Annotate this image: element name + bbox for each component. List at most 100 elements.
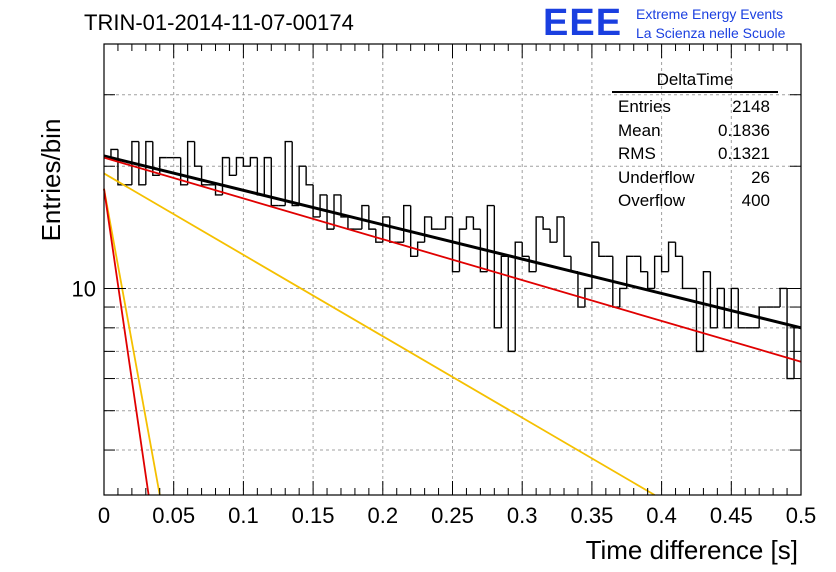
histogram-bin bbox=[619, 287, 627, 308]
histogram-bin bbox=[305, 166, 314, 186]
stats-key: Mean bbox=[618, 120, 661, 140]
histogram-bin bbox=[284, 140, 293, 206]
x-tick-label: 0.5 bbox=[786, 503, 817, 528]
stats-key: RMS bbox=[618, 144, 656, 163]
histogram-bin bbox=[179, 157, 188, 186]
histogram-bin bbox=[716, 287, 725, 328]
histogram-bin bbox=[570, 256, 578, 273]
histogram-bin bbox=[228, 157, 237, 176]
x-tick-label: 0.05 bbox=[152, 503, 195, 528]
histogram-bin bbox=[507, 256, 516, 353]
axes: 0 0.05 0.1 0.15 0.2 0.25 0.3 0.35 0.4 0.45 0.5 10 bbox=[72, 43, 817, 528]
histogram-bin bbox=[730, 287, 739, 328]
histogram-bin bbox=[444, 216, 453, 230]
histogram-bin bbox=[193, 141, 202, 167]
stats-value: 26 bbox=[751, 167, 770, 187]
histogram-bin bbox=[368, 205, 376, 230]
stats-value: 0.1836 bbox=[718, 120, 770, 140]
histogram-bin bbox=[793, 327, 801, 379]
histogram-bin bbox=[667, 241, 676, 272]
histogram-bin bbox=[221, 156, 230, 195]
stats-key: Overflow bbox=[618, 191, 686, 210]
x-tick-label: 0.45 bbox=[710, 503, 753, 528]
x-tick-label: 0.2 bbox=[368, 503, 399, 528]
histogram-bin bbox=[702, 270, 711, 352]
fit-lines-layer bbox=[103, 154, 802, 496]
x-tick-label: 0.35 bbox=[570, 503, 613, 528]
histogram-bin bbox=[563, 216, 571, 258]
histogram-bin bbox=[514, 241, 523, 352]
histogram-bin bbox=[110, 148, 118, 158]
histogram-bin bbox=[758, 306, 767, 328]
fit-line-yellow bbox=[103, 172, 656, 496]
histogram-bin bbox=[660, 256, 669, 273]
histogram-bin bbox=[423, 216, 432, 243]
histogram-bin bbox=[375, 229, 383, 243]
histogram-bin bbox=[242, 157, 251, 167]
histogram-bin bbox=[646, 271, 655, 290]
x-tick-label: 0.1 bbox=[228, 503, 259, 528]
fit-line-red bbox=[103, 188, 150, 496]
x-tick-label: 0.25 bbox=[431, 503, 474, 528]
histogram-bin bbox=[472, 216, 481, 230]
stats-title: DeltaTime bbox=[612, 70, 778, 93]
histogram-bin bbox=[361, 204, 369, 230]
stats-row: Overflow 400 bbox=[612, 189, 778, 213]
histogram-bin bbox=[235, 156, 244, 176]
histogram-bin bbox=[723, 288, 732, 329]
histogram-bin bbox=[152, 141, 160, 176]
histogram-bin bbox=[145, 140, 153, 185]
fit-line-yellow bbox=[103, 188, 161, 496]
histogram-bin bbox=[577, 271, 585, 308]
x-tick-label: 0 bbox=[98, 503, 110, 528]
histogram-bin bbox=[535, 216, 544, 272]
stats-row: Underflow 26 bbox=[612, 166, 778, 190]
histogram-bin bbox=[653, 255, 662, 289]
histogram-layer bbox=[104, 140, 801, 380]
histogram-bin bbox=[186, 140, 195, 185]
histogram-bin bbox=[298, 165, 307, 206]
histogram-bin bbox=[709, 271, 718, 329]
histogram-bin bbox=[681, 256, 690, 290]
histogram-bin bbox=[291, 141, 300, 207]
y-tick-label: 10 bbox=[72, 276, 96, 301]
stats-value: 2148 bbox=[732, 97, 770, 116]
histogram-bin bbox=[737, 288, 746, 329]
y-axis-label: Entries/bin bbox=[36, 118, 66, 242]
histogram-bin bbox=[556, 216, 565, 243]
histogram-bin bbox=[458, 228, 467, 272]
stats-key: Entries bbox=[618, 97, 671, 116]
chart-title: TRIN-01-2014-11-07-00174 bbox=[84, 10, 354, 35]
histogram-bin bbox=[674, 242, 683, 258]
histogram-bin bbox=[493, 205, 502, 329]
histogram-bin bbox=[430, 216, 439, 230]
histogram-bin bbox=[263, 156, 272, 195]
plot-frame bbox=[103, 43, 802, 496]
histogram-bin bbox=[479, 229, 488, 273]
histogram-bin bbox=[131, 140, 139, 185]
x-tick-label: 0.15 bbox=[292, 503, 335, 528]
histogram-bin bbox=[409, 205, 418, 258]
fit-line-black bbox=[103, 154, 802, 330]
histogram-bin bbox=[465, 216, 474, 230]
histogram-bin bbox=[598, 242, 606, 258]
histogram-bin bbox=[117, 149, 125, 186]
histogram-bin bbox=[549, 229, 558, 243]
histogram-bin bbox=[542, 216, 551, 230]
stats-row: Entries 2148 bbox=[612, 95, 778, 119]
stats-box: DeltaTime Entries 2148 Mean 0.1836 RMS 0… bbox=[612, 70, 778, 213]
histogram-bin bbox=[779, 287, 788, 308]
histogram-bin bbox=[319, 194, 328, 217]
x-tick-label: 0.3 bbox=[507, 503, 538, 528]
histogram-bin bbox=[312, 184, 321, 218]
histogram-bin bbox=[451, 216, 460, 273]
histogram-bin bbox=[521, 242, 530, 258]
histogram-bin bbox=[626, 255, 634, 289]
histogram-bin bbox=[270, 157, 279, 207]
histogram-bin bbox=[528, 256, 537, 273]
y-axis-label-box: Entries/bin bbox=[6, 119, 66, 242]
histogram-bin bbox=[333, 194, 341, 230]
histogram-bin bbox=[695, 288, 704, 353]
logo-mark: EEE bbox=[543, 2, 623, 44]
